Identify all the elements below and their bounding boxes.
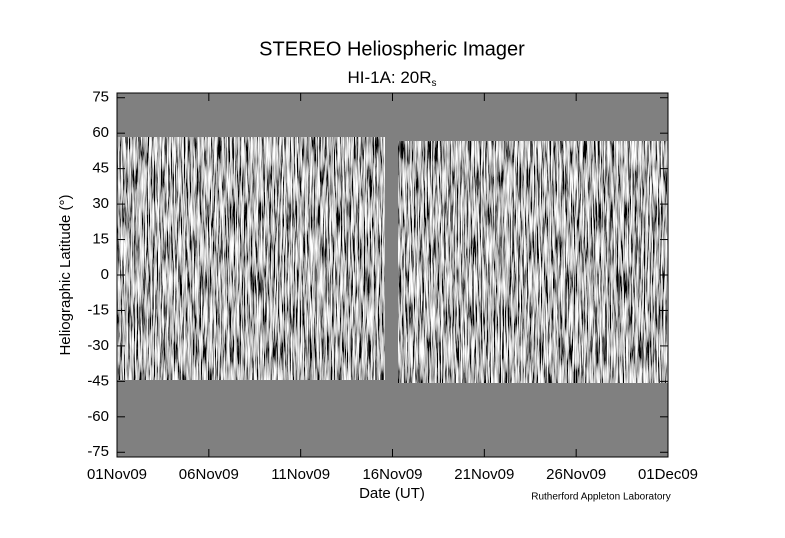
subtitle-subscript: s	[432, 78, 437, 89]
x-tick-label: 01Nov09	[87, 466, 147, 483]
x-tick-label: 06Nov09	[179, 466, 239, 483]
x-tick-label: 01Dec09	[638, 466, 698, 483]
y-tick-label: -30	[87, 337, 109, 354]
y-tick-label: 75	[92, 89, 109, 106]
y-tick-label: -60	[87, 408, 109, 425]
y-tick-label: -75	[87, 443, 109, 460]
y-tick-label: 15	[92, 231, 109, 248]
x-tick-label: 26Nov09	[546, 466, 606, 483]
x-axis-label: Date (UT)	[359, 485, 425, 502]
credit: Rutherford Appleton Laboratory	[531, 492, 671, 503]
image-band	[398, 141, 668, 383]
y-tick-label: -15	[87, 301, 109, 318]
y-axis-label: Heliographic Latitude (°)	[57, 194, 74, 355]
chart-subtitle: HI-1A: 20Rs	[347, 68, 436, 88]
subtitle-text: HI-1A: 20R	[347, 68, 431, 87]
x-tick-label: 16Nov09	[362, 466, 422, 483]
y-tick-label: 60	[92, 124, 109, 141]
y-tick-label: 30	[92, 195, 109, 212]
chart-title: STEREO Heliospheric Imager	[259, 38, 525, 60]
x-tick-label: 21Nov09	[454, 466, 514, 483]
x-tick-label: 11Nov09	[271, 466, 330, 483]
y-tick-label: -45	[87, 372, 109, 389]
y-tick-label: 45	[92, 160, 109, 177]
image-band	[117, 137, 385, 380]
y-tick-label: 0	[101, 266, 109, 283]
